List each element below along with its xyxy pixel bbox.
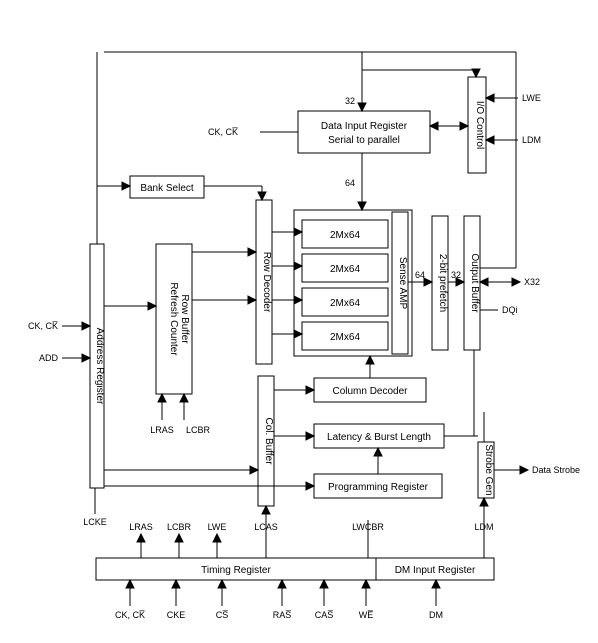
edge-label-e56: CAS̅ [315,610,334,620]
label-bank_sel: Bank Select [140,183,194,194]
label-dm_in: DM Input Register [395,565,476,576]
svg-text:Row Buffer: Row Buffer [179,294,190,344]
edge-label-e12: 64 [345,178,355,188]
edge-label-e40: LRAS [129,522,153,532]
edge-label-e41: LCBR [167,522,192,532]
label-out_buf: Output Buffer [469,253,480,313]
edge-label-e37: LRAS [150,425,174,435]
edge-label-e36: ADD [39,353,59,363]
svg-text:Serial to parallel: Serial to parallel [328,135,400,146]
edge-label-e57: WE̅ [359,610,374,620]
label-col_buf: Col. Buffer [263,417,274,465]
edge-label-e10: LDM [522,135,541,145]
edge-label-e9: LWE [522,93,541,103]
edge-label-e35: CK, CK̅ [28,321,58,331]
diagram-stage: { "canvas":{"w":598,"h":643,"bg":"#fffff… [0,0,598,643]
label-mem1: 2Mx64 [330,264,360,275]
edge-label-e52: CK, CK̅ [115,610,145,620]
label-data_in: Data Input Register [321,121,408,132]
edge-label-e55: RAS̅ [273,610,292,620]
edge-label-e25: 64 [415,270,425,280]
label-timing: Timing Register [201,565,271,576]
edge-label-e58: DM [429,610,443,620]
edge-label-e38: LCBR [186,425,211,435]
label-col_dec: Column Decoder [332,386,408,397]
label-strobe: Strobe Gen [483,444,494,495]
diagram-svg: Data Input Register Serial to parallel I/O… [0,0,598,643]
edge-label-e54: CS̅ [216,610,229,620]
label-sense: Sense AMP [397,257,408,310]
edge-label-e51: Data Strobe [532,465,580,475]
label-row_dec: Row Decoder [261,252,272,313]
label-mem0: 2Mx64 [330,230,360,241]
edge-label-e43: LCAS [254,522,278,532]
label-mem3: 2Mx64 [330,332,360,343]
label-lat_burst: Latency & Burst Length [327,432,431,443]
edge-label-e28: DQi [502,305,518,315]
label-refresh: Refresh Counter [168,282,179,356]
label-prefetch: 2-bit prefetch [437,254,448,312]
edge-label-e26: 32 [451,270,461,280]
label-mem2: 2Mx64 [330,298,360,309]
edge-label-e27: X32 [524,277,540,287]
edge-label-e1: CK, CK̅ [208,127,238,137]
node-data_in [298,111,430,153]
label-addr_reg: Address Register [94,328,105,405]
edge-label-e53: CKE [167,610,186,620]
edge-label-e42: LWE [208,522,227,532]
edge-label-e39: LCKE [83,517,107,527]
edge-label-e46: LDM [474,522,493,532]
edge-label-e45: LWCBR [352,522,384,532]
label-io_ctrl: I/O Control [474,101,485,149]
edge-label-e2: 32 [345,96,355,106]
label-prog_reg: Programming Register [328,482,429,493]
